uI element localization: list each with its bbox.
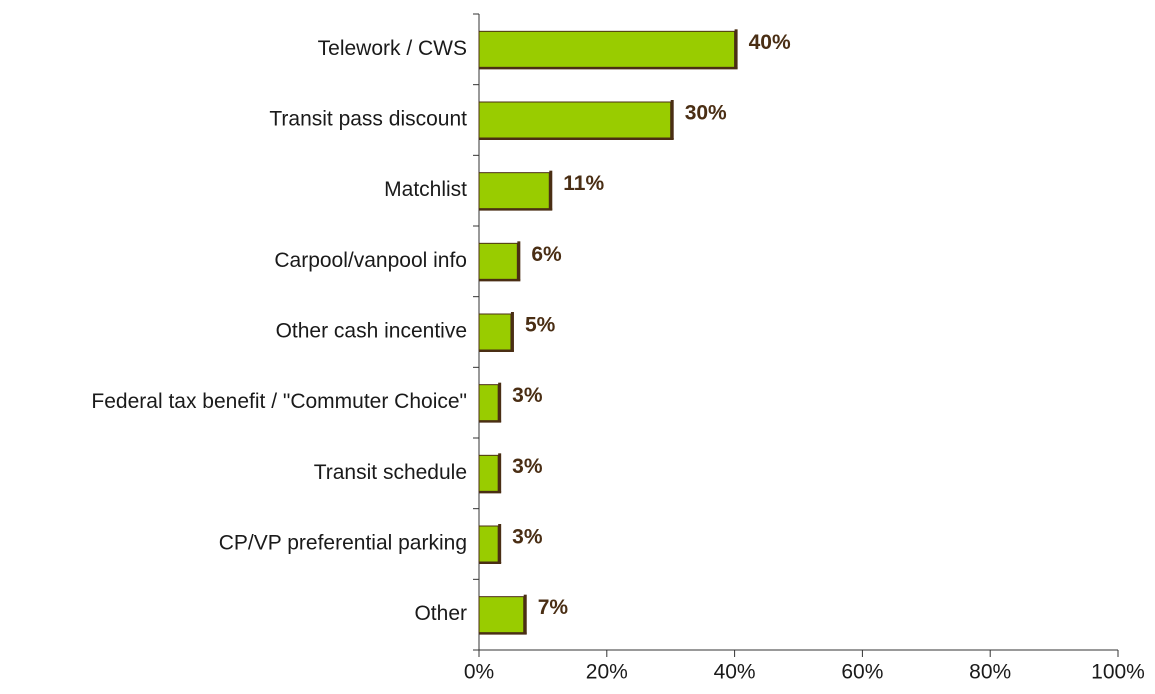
bar (478, 313, 512, 351)
data-label: 3% (512, 455, 543, 478)
bar (478, 384, 499, 422)
bar (478, 242, 518, 280)
y-tick-label: CP/VP preferential parking (219, 532, 467, 555)
bar (478, 525, 499, 563)
x-tick-label: 80% (969, 661, 1011, 684)
data-label: 30% (685, 102, 727, 125)
y-tick-label: Other cash incentive (276, 320, 467, 343)
y-tick-label: Transit pass discount (269, 108, 467, 131)
data-label: 11% (563, 172, 604, 195)
bar (478, 172, 550, 210)
data-label: 7% (538, 596, 569, 619)
bar (478, 596, 525, 634)
data-label: 3% (512, 526, 543, 549)
data-label: 6% (531, 243, 562, 266)
data-label: 5% (525, 314, 556, 337)
data-label: 40% (749, 31, 791, 54)
data-label: 3% (512, 384, 543, 407)
y-tick-label: Federal tax benefit / "Commuter Choice" (91, 390, 467, 413)
bar (478, 30, 736, 68)
x-tick-label: 100% (1091, 661, 1145, 684)
y-tick-label: Telework / CWS (318, 37, 467, 60)
y-tick-label: Carpool/vanpool info (274, 249, 467, 272)
x-tick-label: 60% (841, 661, 883, 684)
bar (478, 454, 499, 492)
bar (478, 101, 672, 139)
x-tick-label: 20% (586, 661, 628, 684)
y-tick-label: Matchlist (384, 178, 467, 201)
y-tick-label: Transit schedule (314, 461, 467, 484)
x-tick-label: 0% (464, 661, 494, 684)
y-tick-label: Other (414, 602, 467, 625)
x-tick-label: 40% (714, 661, 756, 684)
